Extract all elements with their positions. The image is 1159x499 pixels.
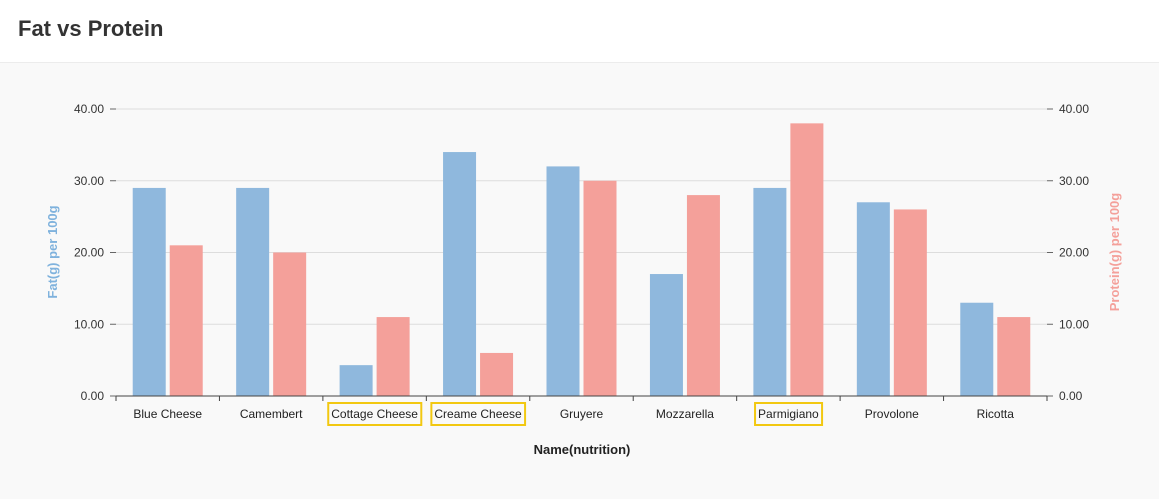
- bar-fat[interactable]: [236, 187, 270, 396]
- bar-fat[interactable]: [960, 302, 994, 396]
- bar-fat[interactable]: [132, 187, 166, 396]
- left-y-tick-label: 20.00: [74, 246, 104, 260]
- bar-protein[interactable]: [480, 352, 514, 396]
- bar-fat[interactable]: [443, 152, 477, 396]
- right-y-tick-label: 40.00: [1059, 102, 1089, 116]
- right-y-tick-label: 0.00: [1059, 389, 1083, 403]
- page-title: Fat vs Protein: [18, 16, 164, 41]
- left-y-tick-label: 0.00: [81, 389, 105, 403]
- x-tick-label: Provolone: [865, 407, 919, 421]
- x-tick-label: Mozzarella: [656, 407, 714, 421]
- x-tick-label: Cottage Cheese: [331, 407, 418, 421]
- bar-protein[interactable]: [583, 180, 617, 396]
- x-tick-label: Creame Cheese: [434, 407, 522, 421]
- x-tick-labels: Blue Cheese Camembert Cottage Cheese Creame…: [133, 402, 1015, 426]
- bar-fat[interactable]: [339, 365, 373, 396]
- left-y-axis-title: Fat(g) per 100g: [45, 205, 60, 298]
- x-tick-label: Parmigiano: [758, 407, 819, 421]
- bar-protein[interactable]: [273, 252, 307, 397]
- right-y-axis-title: Protein(g) per 100g: [1107, 193, 1122, 312]
- bar-protein[interactable]: [169, 245, 203, 396]
- header-bar: Fat vs Protein: [0, 0, 1159, 63]
- highlight-box: [430, 402, 527, 426]
- left-y-tick-label: 10.00: [74, 317, 104, 331]
- axes: [110, 108, 1053, 401]
- highlight-box: [754, 402, 824, 426]
- x-tick-label: Ricotta: [977, 407, 1015, 421]
- bar-fat[interactable]: [546, 166, 580, 396]
- x-tick-label: Blue Cheese: [133, 407, 202, 421]
- highlight-box: [327, 402, 423, 426]
- x-axis-title: Name(nutrition): [534, 442, 631, 457]
- bar-fat[interactable]: [649, 274, 683, 396]
- bar-protein[interactable]: [893, 209, 927, 396]
- right-y-tick-label: 30.00: [1059, 174, 1089, 188]
- bar-protein[interactable]: [376, 317, 410, 396]
- gridlines: [116, 108, 1047, 325]
- bar-protein[interactable]: [686, 195, 720, 396]
- left-y-tick-label: 40.00: [74, 102, 104, 116]
- x-tick-label: Camembert: [240, 407, 303, 421]
- left-y-tick-labels: 0.00 10.00 20.00 30.00 40.00: [74, 102, 104, 403]
- x-tick-label: Gruyere: [560, 407, 604, 421]
- right-y-tick-label: 10.00: [1059, 317, 1089, 331]
- bars: [132, 123, 1031, 397]
- bar-protein[interactable]: [790, 123, 824, 396]
- left-y-tick-label: 30.00: [74, 174, 104, 188]
- bar-fat[interactable]: [753, 187, 787, 396]
- right-y-tick-label: 20.00: [1059, 246, 1089, 260]
- bar-protein[interactable]: [997, 317, 1031, 396]
- bar-fat[interactable]: [856, 202, 890, 396]
- right-y-tick-labels: 0.00 10.00 20.00 30.00 40.00: [1059, 102, 1089, 403]
